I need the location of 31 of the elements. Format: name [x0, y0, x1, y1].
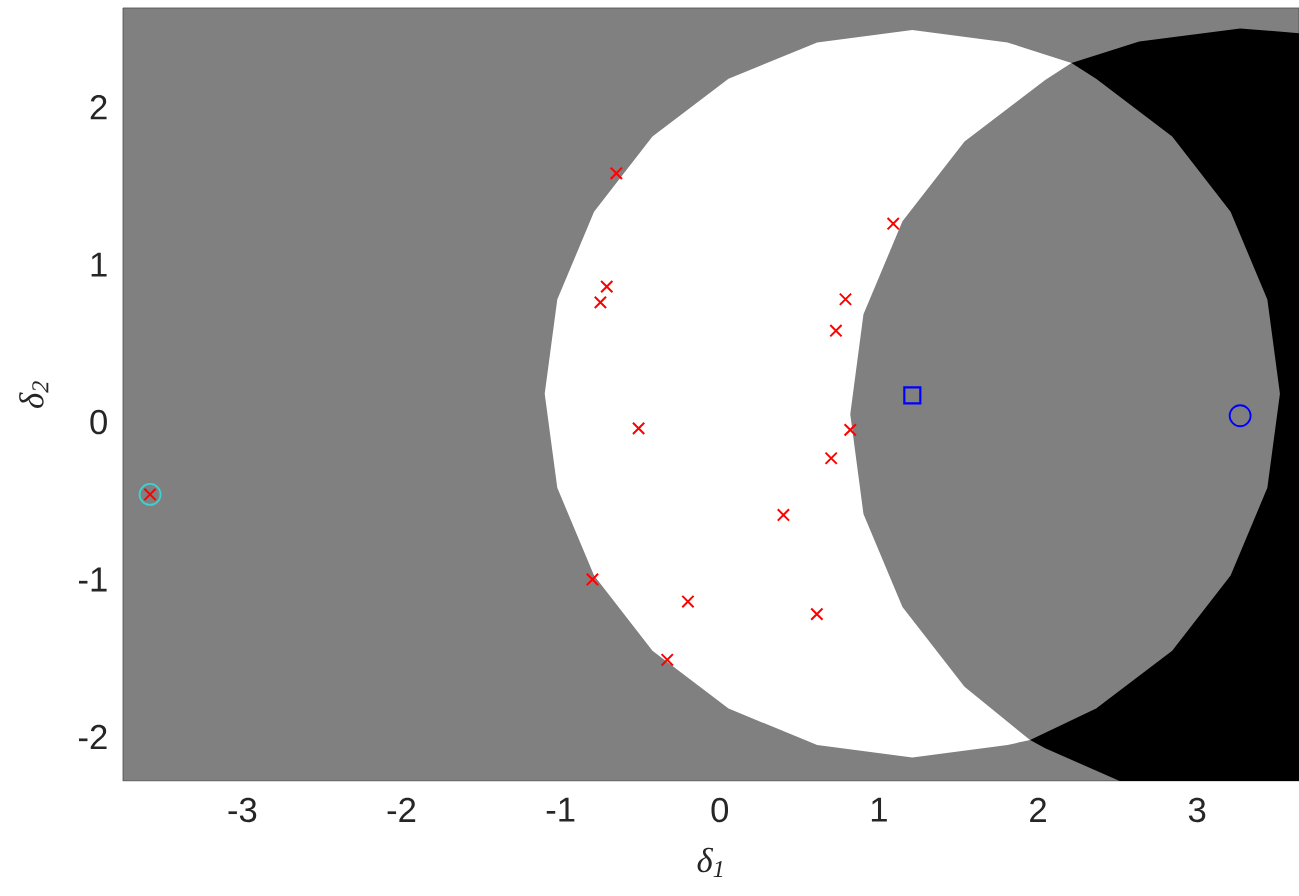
- x-tick-label: 2: [1030, 797, 1046, 822]
- y-tick-label: 0: [90, 409, 107, 435]
- x-tick-label: 3: [1188, 797, 1206, 823]
- x-tick-label: -3: [228, 797, 257, 823]
- point: [824, 451, 838, 465]
- x-axis-title: δ$_{1}$: [697, 847, 723, 877]
- x-tick-label: 1: [871, 797, 887, 822]
- point: [660, 653, 674, 667]
- point: [600, 280, 614, 294]
- point: [810, 607, 824, 621]
- y-tick-label: -2: [79, 724, 107, 750]
- point: [609, 166, 623, 180]
- point: [776, 508, 791, 522]
- y-tick-label: 1: [91, 252, 107, 277]
- point: [838, 292, 853, 306]
- point: [829, 324, 843, 338]
- x-tick-label: 0: [711, 797, 729, 823]
- y-tick-label: -1: [79, 567, 107, 592]
- y-tick-label: 2: [90, 95, 107, 120]
- point: [886, 217, 900, 231]
- point: [593, 295, 608, 310]
- point: [138, 483, 162, 506]
- x-tick-label: -2: [387, 797, 416, 822]
- point: [681, 594, 695, 609]
- point: [585, 572, 600, 587]
- point: [631, 421, 646, 435]
- point: [843, 423, 857, 437]
- y-axis-title: δ$_{2}$: [19, 381, 49, 408]
- point: [903, 386, 922, 405]
- x-tick-label: -1: [546, 797, 575, 822]
- point: [1228, 404, 1252, 428]
